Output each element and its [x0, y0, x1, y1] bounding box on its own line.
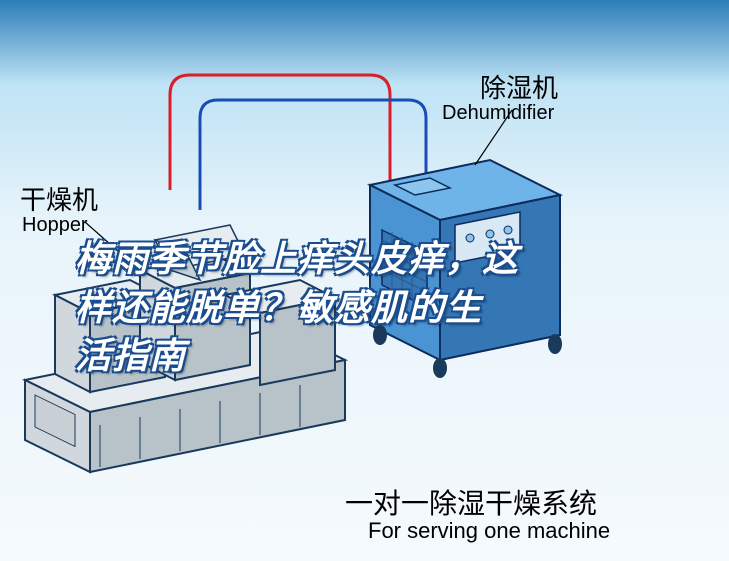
system-title-en: For serving one machine	[368, 518, 610, 544]
dehumidifier-label-en: Dehumidifier	[442, 102, 554, 125]
hopper-label-en: Hopper	[22, 214, 88, 237]
system-title-cn: 一对一除湿干燥系统	[345, 482, 597, 522]
overlay-line-2: 样还能脱单？敏感肌的生	[75, 284, 519, 333]
overlay-line-1: 梅雨季节脸上痒头皮痒，这	[75, 235, 519, 284]
overlay-line-3: 活指南	[75, 332, 519, 381]
hopper-label-cn: 干燥机	[20, 180, 98, 217]
pipe-red	[170, 75, 390, 190]
dehumidifier-label-cn: 除湿机	[480, 68, 558, 105]
overlay-headline: 梅雨季节脸上痒头皮痒，这 样还能脱单？敏感肌的生 活指南	[75, 235, 519, 381]
